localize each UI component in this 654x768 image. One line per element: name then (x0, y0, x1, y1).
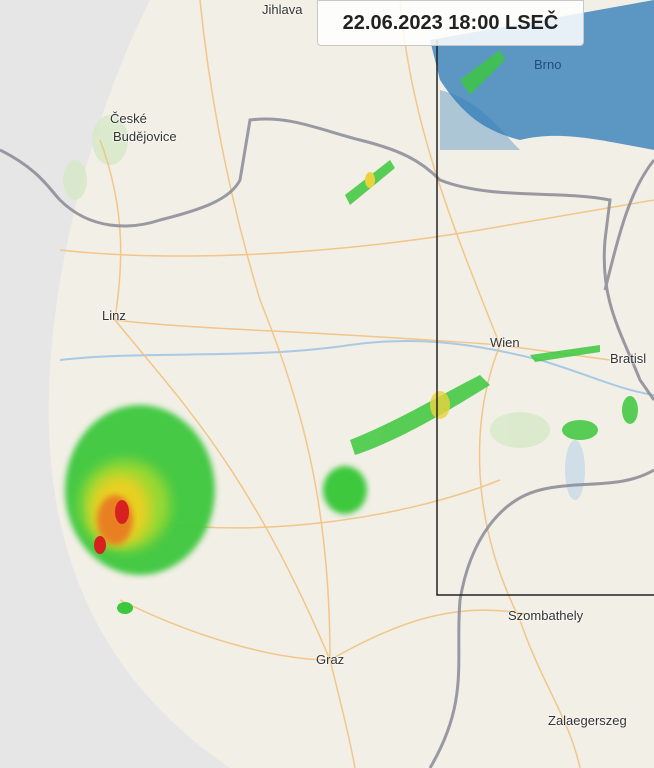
danube-river (59, 339, 654, 396)
radar-storm-west (65, 405, 215, 614)
city-graz: Graz (316, 652, 345, 667)
city-wien: Wien (490, 335, 520, 350)
border-west (0, 148, 62, 202)
domain-boundary (436, 40, 654, 596)
city-linz: Linz (102, 308, 126, 323)
radar-band (345, 160, 638, 455)
border-sk (603, 159, 654, 291)
city-ceske-budejovice-1: České (110, 111, 147, 126)
city-szombathely: Szombathely (508, 608, 584, 623)
border-cz-at (58, 117, 654, 401)
radar-cell-central (323, 466, 367, 514)
city-bratislava: Bratisl (610, 351, 647, 366)
timestamp-label: 22.06.2023 18:00 LSEČ (317, 0, 584, 46)
city-ceske-budejovice-2: Budějovice (113, 129, 177, 144)
outside-radar-area (0, 0, 230, 768)
city-jihlava: Jihlava (262, 2, 303, 17)
city-brno: Brno (534, 57, 562, 72)
city-zalaegerszeg: Zalaegerszeg (548, 713, 627, 728)
border-at-hu (428, 468, 654, 768)
